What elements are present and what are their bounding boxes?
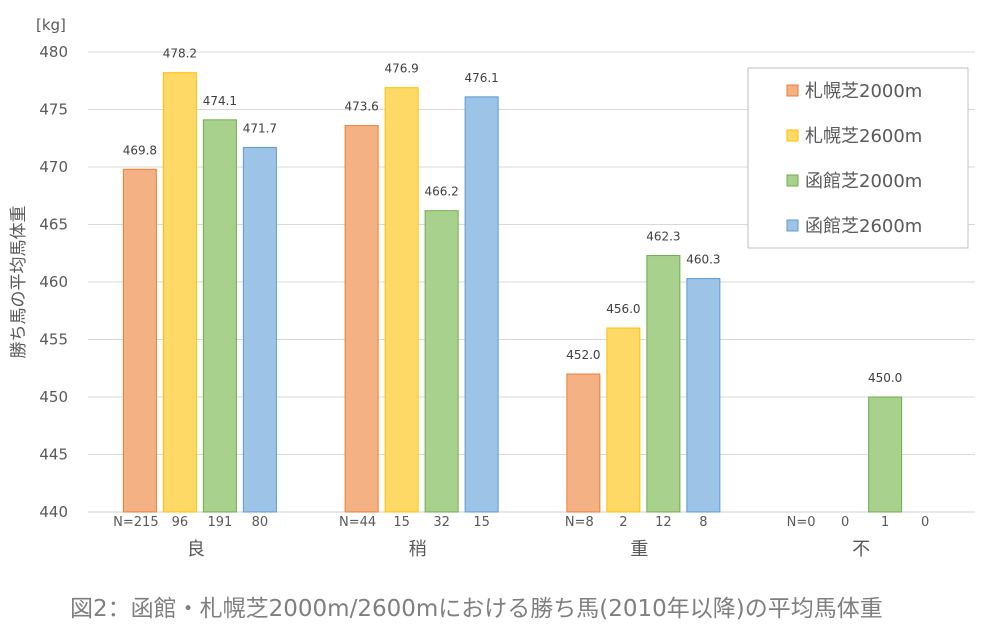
data-label: 476.1 bbox=[464, 71, 498, 85]
y-tick-label: 450 bbox=[39, 388, 68, 406]
data-label: 450.0 bbox=[868, 371, 902, 385]
n-count-label: N=8 bbox=[565, 515, 594, 530]
n-count-label: N=215 bbox=[113, 515, 158, 530]
y-unit-label: [kg] bbox=[36, 16, 66, 34]
y-tick-label: 465 bbox=[39, 216, 68, 234]
n-count-label: 0 bbox=[921, 515, 929, 530]
y-tick-label: 480 bbox=[39, 43, 68, 61]
data-label: 474.1 bbox=[203, 94, 237, 108]
n-count-label: 1 bbox=[881, 515, 889, 530]
n-count-label: 32 bbox=[433, 515, 450, 530]
data-label: 478.2 bbox=[163, 47, 197, 61]
y-tick-label: 455 bbox=[39, 331, 68, 349]
bar bbox=[606, 327, 641, 513]
category-label: 重 bbox=[630, 539, 648, 560]
data-label: 456.0 bbox=[606, 302, 640, 316]
bar bbox=[686, 278, 721, 513]
bar bbox=[868, 396, 903, 513]
data-label: 466.2 bbox=[424, 185, 458, 199]
data-label: 452.0 bbox=[566, 348, 600, 362]
bar bbox=[344, 125, 379, 513]
legend-entry: 札幌芝2000m bbox=[805, 81, 922, 102]
n-count-label: 96 bbox=[172, 515, 189, 530]
legend-entry: 函館芝2600m bbox=[805, 216, 922, 237]
n-count-label: 80 bbox=[252, 515, 269, 530]
bar bbox=[464, 96, 499, 513]
y-tick-label: 445 bbox=[39, 446, 68, 464]
y-tick-label: 440 bbox=[39, 503, 68, 521]
data-label: 471.7 bbox=[243, 121, 277, 135]
y-tick-label: 475 bbox=[39, 101, 68, 119]
y-tick-label: 460 bbox=[39, 273, 68, 291]
data-label: 476.9 bbox=[384, 62, 418, 76]
data-label: 473.6 bbox=[344, 100, 378, 114]
n-count-label: N=0 bbox=[787, 515, 816, 530]
bar bbox=[242, 146, 277, 513]
n-count-label: 8 bbox=[699, 515, 707, 530]
n-count-label: 12 bbox=[655, 515, 672, 530]
figure-caption: 図2：函館・札幌芝2000m/2600mにおける勝ち馬(2010年以降)の平均馬… bbox=[70, 596, 883, 622]
bar bbox=[646, 255, 681, 513]
data-label: 462.3 bbox=[646, 230, 680, 244]
data-label: 460.3 bbox=[686, 253, 720, 267]
legend-box bbox=[747, 67, 969, 249]
category-label: 良 bbox=[187, 539, 205, 560]
legend-swatch bbox=[786, 219, 799, 232]
bar bbox=[384, 87, 419, 513]
bar bbox=[162, 72, 197, 513]
bar bbox=[566, 373, 601, 513]
legend: 札幌芝2000m 札幌芝2600m 函館芝2000m 函館芝2600m bbox=[747, 67, 969, 249]
n-count-label: 191 bbox=[207, 515, 232, 530]
bar bbox=[202, 119, 237, 513]
category-label: 不 bbox=[852, 539, 870, 560]
n-count-label: 15 bbox=[393, 515, 410, 530]
data-label: 469.8 bbox=[123, 143, 157, 157]
bar bbox=[424, 210, 459, 513]
legend-swatch bbox=[786, 174, 799, 187]
legend-swatch bbox=[786, 84, 799, 97]
n-count-label: N=44 bbox=[339, 515, 376, 530]
bar bbox=[122, 168, 157, 513]
n-count-label: 15 bbox=[473, 515, 490, 530]
n-count-label: 2 bbox=[619, 515, 627, 530]
y-tick-label: 470 bbox=[39, 158, 68, 176]
legend-entry: 札幌芝2600m bbox=[805, 126, 922, 147]
category-label: 稍 bbox=[409, 539, 427, 560]
legend-swatch bbox=[786, 129, 799, 142]
y-axis-title: 勝ち馬の平均馬体重 bbox=[9, 206, 29, 359]
n-count-label: 0 bbox=[841, 515, 849, 530]
legend-entry: 函館芝2000m bbox=[805, 171, 922, 192]
